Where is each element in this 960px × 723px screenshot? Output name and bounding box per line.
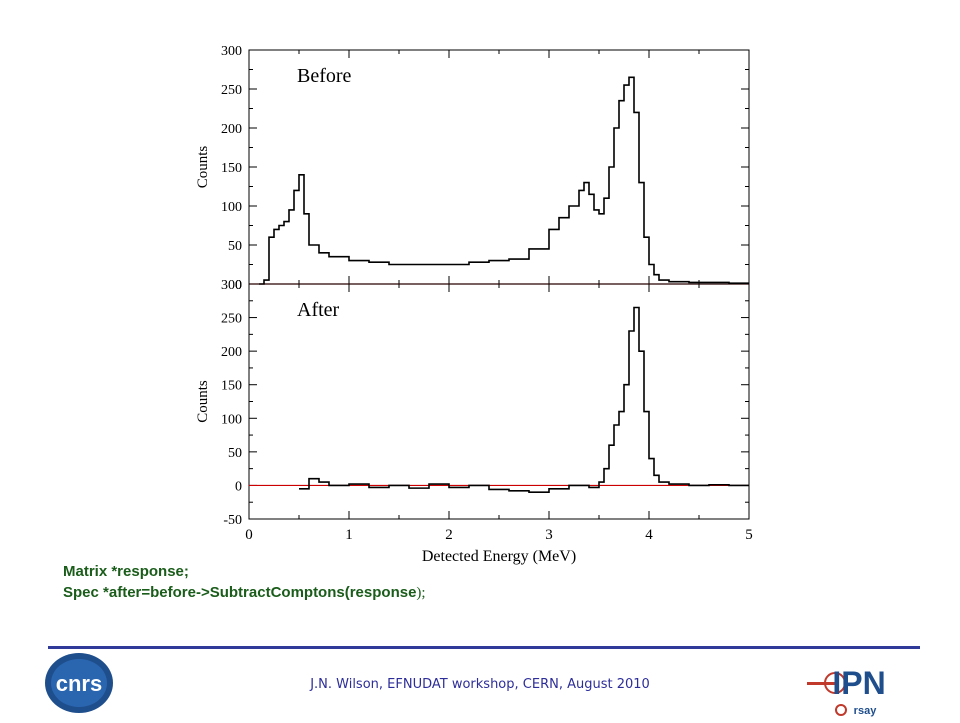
code-line-2-text: Spec *after=before->SubtractComptons(res… bbox=[63, 584, 417, 601]
cnrs-logo-text: cnrs bbox=[56, 671, 102, 696]
panel-label: After bbox=[297, 299, 340, 321]
x-tick-label: 3 bbox=[545, 527, 553, 543]
code-line-1-text: Matrix *response; bbox=[63, 563, 189, 580]
before-panel: 0 50 100 150 200 250 300 Before Counts bbox=[195, 44, 750, 293]
y-tick-label: 300 bbox=[221, 278, 242, 293]
ipn-logo-text: IPN bbox=[832, 665, 885, 701]
code-line-2-tail: ); bbox=[416, 585, 426, 601]
cnrs-logo-icon: cnrs bbox=[43, 651, 115, 715]
y-tick-label: 0 bbox=[235, 278, 242, 293]
y-tick-label: 250 bbox=[221, 312, 242, 327]
y-tick-label: 300 bbox=[221, 44, 242, 59]
y-tick-label: 50 bbox=[228, 446, 242, 461]
y-tick-label: 0 bbox=[235, 479, 242, 494]
y-tick-label: 150 bbox=[221, 161, 242, 176]
y-tick-label: 250 bbox=[221, 83, 242, 98]
spectrum-line bbox=[259, 76, 749, 285]
orsay-logo-text: rsay bbox=[854, 705, 878, 717]
y-tick-label: 150 bbox=[221, 379, 242, 394]
y-axis-label: Counts bbox=[195, 146, 211, 189]
footer-divider bbox=[48, 646, 920, 649]
ipn-orsay-logo-icon: IPN rsay bbox=[805, 652, 905, 718]
footer-text: J.N. Wilson, EFNUDAT workshop, CERN, Aug… bbox=[310, 677, 650, 692]
panel-label: Before bbox=[297, 65, 352, 87]
x-tick-label: 2 bbox=[445, 527, 453, 543]
x-tick-label: 5 bbox=[745, 527, 753, 543]
y-tick-label: 100 bbox=[221, 200, 242, 215]
y-axis-label: Counts bbox=[195, 380, 211, 423]
y-tick-label: 200 bbox=[221, 122, 242, 137]
y-tick-label: -50 bbox=[223, 513, 242, 528]
x-tick-label: 0 bbox=[245, 527, 253, 543]
x-axis-label: Detected Energy (MeV) bbox=[422, 548, 576, 565]
x-tick-label: 1 bbox=[345, 527, 353, 543]
y-tick-label: 50 bbox=[228, 239, 242, 254]
code-line-1: Matrix *response; bbox=[63, 563, 189, 580]
code-line-2: Spec *after=before->SubtractComptons(res… bbox=[63, 584, 426, 602]
y-tick-label: 200 bbox=[221, 345, 242, 360]
y-tick-label: 100 bbox=[221, 412, 242, 427]
spectrum-line bbox=[299, 306, 749, 493]
x-tick-label: 4 bbox=[645, 527, 653, 543]
